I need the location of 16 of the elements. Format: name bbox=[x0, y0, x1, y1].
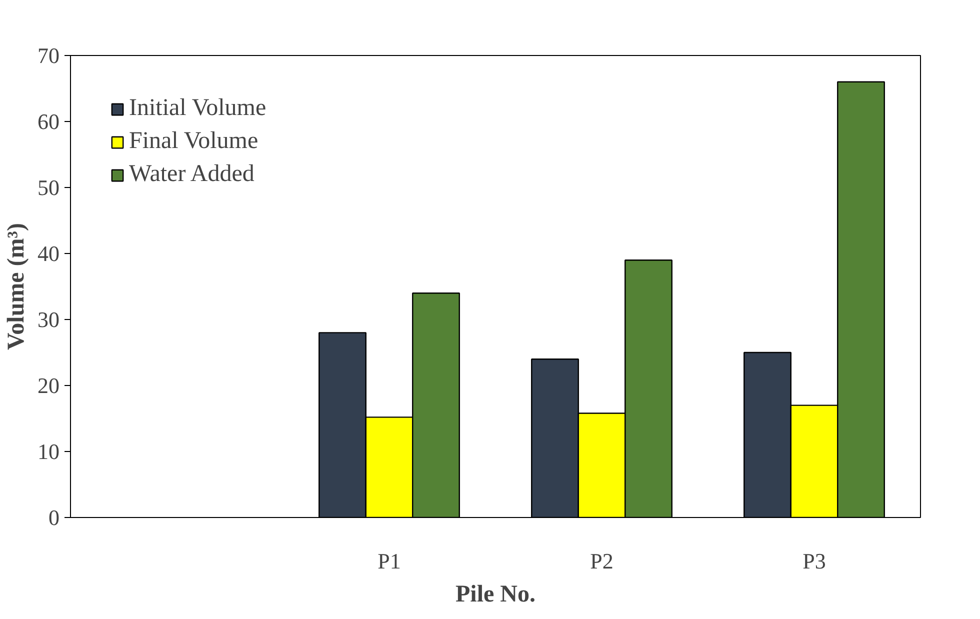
y-tick-label: 40 bbox=[38, 241, 60, 266]
y-tick-label: 60 bbox=[38, 109, 60, 134]
legend-label: Water Added bbox=[129, 161, 254, 188]
y-tick-label: 20 bbox=[38, 373, 60, 398]
y-tick-label: 10 bbox=[38, 439, 60, 464]
legend-label: Initial Volume bbox=[129, 95, 266, 122]
y-tick-label: 70 bbox=[38, 43, 60, 68]
x-tick-label: P3 bbox=[802, 548, 826, 574]
legend-label: Final Volume bbox=[129, 128, 258, 155]
x-tick-label: P2 bbox=[590, 548, 614, 574]
x-tick-label: P1 bbox=[378, 548, 401, 574]
x-axis-title: Pile No. bbox=[456, 582, 536, 608]
y-tick-label: 30 bbox=[38, 307, 60, 332]
y-axis-title: Volume (m³) bbox=[4, 223, 30, 350]
y-tick-label: 0 bbox=[48, 505, 60, 530]
y-tick-label: 50 bbox=[38, 175, 60, 200]
